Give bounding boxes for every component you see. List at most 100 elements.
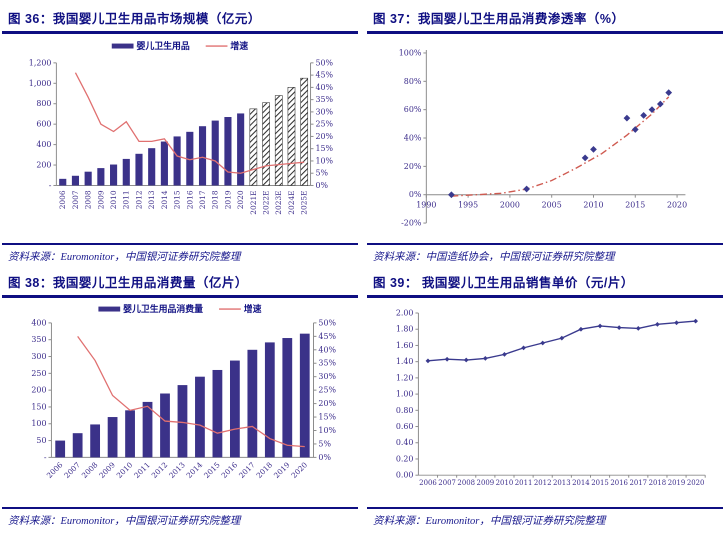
svg-text:50%: 50% xyxy=(315,58,333,67)
figure-37-source: 资料来源：中国造纸协会，中国银河证券研究院整理 xyxy=(373,252,615,263)
svg-text:2010: 2010 xyxy=(496,479,514,487)
svg-text:10%: 10% xyxy=(318,426,336,435)
svg-text:40%: 40% xyxy=(318,345,336,354)
svg-text:20%: 20% xyxy=(318,399,336,408)
svg-text:2005: 2005 xyxy=(542,201,562,210)
svg-text:2019: 2019 xyxy=(668,479,686,487)
svg-text:25%: 25% xyxy=(315,120,333,129)
svg-text:20%: 20% xyxy=(404,162,422,171)
figure-37-panel: 图 37：我国婴儿卫生用品消费渗透率（%） -20% 0% 20% 40% 60% 80%… xyxy=(367,2,723,266)
svg-text:350: 350 xyxy=(31,335,46,344)
svg-text:5%: 5% xyxy=(315,169,328,178)
svg-text:1.00: 1.00 xyxy=(396,390,414,399)
svg-text:2018: 2018 xyxy=(255,460,275,480)
svg-text:2019: 2019 xyxy=(223,190,232,209)
svg-text:2022E: 2022E xyxy=(262,190,271,214)
svg-text:2015: 2015 xyxy=(625,201,645,210)
svg-text:2015: 2015 xyxy=(591,479,609,487)
svg-text:30%: 30% xyxy=(318,372,336,381)
figure-38-title: 图 38：我国婴儿卫生用品消费量（亿片） xyxy=(2,270,358,298)
figure-39-line-chart: 0.00 0.20 0.40 0.60 0.80 1.00 1.20 1.40 1.60 1.80… xyxy=(396,308,706,487)
svg-text:2012: 2012 xyxy=(534,479,552,487)
figure-36-title: 图 36：我国婴儿卫生用品市场规模（亿元） xyxy=(2,6,358,34)
svg-text:15%: 15% xyxy=(318,413,336,422)
svg-text:2010: 2010 xyxy=(109,190,118,209)
svg-text:2014: 2014 xyxy=(185,460,205,480)
svg-text:1,000: 1,000 xyxy=(29,79,52,88)
svg-text:0.00: 0.00 xyxy=(396,471,414,480)
svg-text:1.80: 1.80 xyxy=(396,325,414,334)
svg-text:35%: 35% xyxy=(315,95,333,104)
svg-text:增速: 增速 xyxy=(230,40,248,52)
svg-text:200: 200 xyxy=(31,386,46,395)
svg-text:2006: 2006 xyxy=(58,190,67,209)
svg-text:2008: 2008 xyxy=(84,190,93,209)
svg-text:婴儿卫生用品消费量: 婴儿卫生用品消费量 xyxy=(123,303,203,315)
svg-text:2025E: 2025E xyxy=(300,190,309,214)
figure-39-chart: 0.00 0.20 0.40 0.60 0.80 1.00 1.20 1.40 1.60 1.80… xyxy=(367,300,723,506)
svg-text:2018: 2018 xyxy=(649,479,667,487)
svg-text:2024E: 2024E xyxy=(287,190,296,214)
divider xyxy=(367,243,723,245)
svg-text:-20%: -20% xyxy=(401,219,422,228)
svg-text:0.60: 0.60 xyxy=(396,422,414,431)
svg-text:35%: 35% xyxy=(318,359,336,368)
svg-text:2016: 2016 xyxy=(185,190,194,209)
svg-text:0.80: 0.80 xyxy=(396,406,414,415)
svg-text:2011: 2011 xyxy=(132,460,152,480)
svg-text:2009: 2009 xyxy=(97,460,117,480)
svg-text:100%: 100% xyxy=(399,48,422,57)
svg-text:45%: 45% xyxy=(318,332,336,341)
svg-text:2014: 2014 xyxy=(572,479,590,487)
svg-text:1.20: 1.20 xyxy=(396,373,414,382)
figure-38-panel: 图 38：我国婴儿卫生用品消费量（亿片） 婴儿卫生用品消费量 增速 - 50 100 15… xyxy=(2,266,358,530)
svg-text:2020: 2020 xyxy=(236,190,245,209)
svg-text:2011: 2011 xyxy=(122,190,131,209)
svg-text:20%: 20% xyxy=(315,132,333,141)
svg-text:2007: 2007 xyxy=(62,460,82,480)
svg-text:300: 300 xyxy=(31,352,46,361)
svg-text:0.20: 0.20 xyxy=(396,454,414,463)
figure-36-source: 资料来源：Euromonitor，中国银河证券研究院整理 xyxy=(8,252,241,263)
svg-text:25%: 25% xyxy=(318,386,336,395)
svg-text:2011: 2011 xyxy=(515,479,533,487)
svg-text:2014: 2014 xyxy=(160,190,169,209)
svg-text:1990: 1990 xyxy=(416,201,436,210)
svg-text:2016: 2016 xyxy=(610,479,628,487)
svg-text:2017: 2017 xyxy=(237,460,257,480)
svg-text:2015: 2015 xyxy=(173,190,182,209)
figure-39-title: 图 39： 我国婴儿卫生用品销售单价（元/片） xyxy=(367,270,723,298)
svg-text:40%: 40% xyxy=(404,133,422,142)
svg-text:2008: 2008 xyxy=(80,460,100,480)
svg-text:2013: 2013 xyxy=(147,190,156,209)
svg-text:0%: 0% xyxy=(318,453,331,462)
svg-text:1.40: 1.40 xyxy=(396,357,414,366)
svg-text:2017: 2017 xyxy=(198,190,207,209)
svg-text:40%: 40% xyxy=(315,83,333,92)
svg-text:5%: 5% xyxy=(318,439,331,448)
svg-text:80%: 80% xyxy=(404,77,422,86)
figure-39-panel: 图 39： 我国婴儿卫生用品销售单价（元/片） 0.00 0.20 0.40 0.60… xyxy=(367,266,723,530)
svg-text:2020: 2020 xyxy=(667,201,687,210)
svg-text:60%: 60% xyxy=(404,105,422,114)
svg-text:1995: 1995 xyxy=(458,201,478,210)
svg-text:250: 250 xyxy=(31,369,46,378)
svg-text:2007: 2007 xyxy=(71,190,80,209)
svg-text:2008: 2008 xyxy=(457,479,475,487)
svg-text:1,200: 1,200 xyxy=(29,58,52,67)
figure-37-scatter-chart: -20% 0% 20% 40% 60% 80% 100% 1990 1995 2000 2005 20… xyxy=(399,48,687,228)
svg-text:600: 600 xyxy=(36,120,51,129)
svg-text:2016: 2016 xyxy=(220,460,240,480)
svg-text:2019: 2019 xyxy=(272,460,292,480)
svg-text:50: 50 xyxy=(36,436,46,445)
svg-text:200: 200 xyxy=(36,161,51,170)
svg-text:2006: 2006 xyxy=(45,460,65,480)
svg-text:2007: 2007 xyxy=(438,479,456,487)
svg-text:2009: 2009 xyxy=(477,479,495,487)
svg-text:2012: 2012 xyxy=(150,460,170,480)
svg-text:2000: 2000 xyxy=(500,201,520,210)
svg-text:2010: 2010 xyxy=(583,201,603,210)
svg-text:2013: 2013 xyxy=(167,460,187,480)
svg-text:2009: 2009 xyxy=(96,190,105,209)
